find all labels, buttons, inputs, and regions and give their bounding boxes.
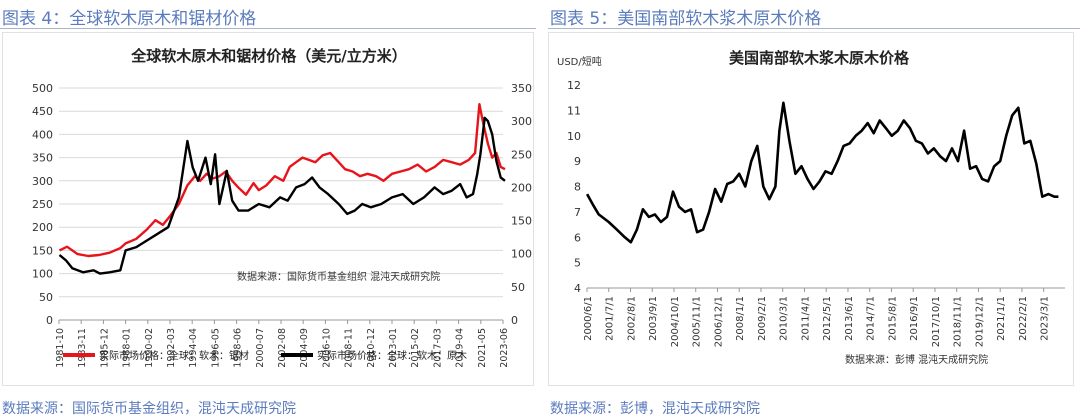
y-right-tick-label: 200 (511, 181, 532, 194)
figure-5-panel: 美国南部软木浆木原木价格 USD/短吨 4 5 6 7 8 9 10 11 12 2000/6/… (548, 32, 1074, 386)
y-left-tick-label: 250 (32, 198, 53, 211)
x-tick-label: 2006-10 (321, 328, 332, 368)
y-tick-label: 11 (567, 104, 581, 117)
y-left-tick-label: 100 (32, 268, 53, 281)
x-tick-label: 2000-07 (255, 328, 266, 368)
x-tick-label: 1990-02 (144, 328, 155, 368)
series-line-pulpwood (585, 101, 1059, 244)
y-tick-label: 6 (574, 231, 581, 244)
y-right-tick-label: 350 (511, 82, 532, 95)
y-left-tick-label: 150 (32, 244, 53, 257)
x-tick-label: 2021/1/1 (996, 296, 1007, 341)
x-tick-label: 2002/8/1 (626, 296, 637, 341)
y-left-tick-label: 400 (32, 128, 53, 141)
x-tick-label: 1985-12 (99, 328, 110, 368)
chart-title: 美国南部软木浆木原木价格 (729, 49, 910, 67)
y-left-tick-label: 350 (32, 152, 53, 165)
figure-4-title: 图表 4：全球软木原木和锯材价格 (2, 9, 257, 29)
y-tick-label: 8 (574, 181, 581, 194)
x-tick-label: 1988-01 (122, 328, 133, 368)
x-tick-label: 1992-03 (166, 328, 177, 368)
x-tick-label: 2004/10/1 (670, 296, 681, 347)
x-tick-label: 2013/6/1 (844, 296, 855, 341)
y-axis-unit: USD/短吨 (557, 55, 602, 68)
y-right-tick-label: 0 (511, 314, 518, 327)
legend-label-log: 实际市场价格：全球：软木：原木 (317, 349, 467, 362)
x-tick-label: 2008-11 (344, 328, 355, 368)
chart-inner-note: 数据来源：国际货币基金组织 混沌天成研究院 (237, 270, 440, 283)
x-tick-label: 2009/2/1 (757, 296, 768, 341)
y-tick-label: 7 (574, 206, 581, 219)
chart-legend: 实际市场价格：全球：软木：锯材 实际市场价格：全球：软木：原木 (63, 349, 467, 362)
us-south-pulpwood-chart: 美国南部软木浆木原木价格 USD/短吨 4 5 6 7 8 9 10 11 12 2000/6/… (557, 49, 1065, 366)
figure-5-title-rule (548, 28, 1080, 29)
y-left-tick-label: 50 (39, 291, 53, 304)
x-tick-label: 2021-05 (477, 328, 488, 368)
y-left-tick-label: 500 (32, 82, 53, 95)
x-tick-label: 2019-04 (455, 328, 466, 368)
y-right-tick-label: 300 (511, 115, 532, 128)
x-tick-label: 2018/11/1 (953, 296, 964, 347)
x-tick-label: 2010/3/1 (779, 296, 790, 341)
figure-4-source: 数据来源：国际货币基金组织，混沌天成研究院 (2, 401, 296, 417)
x-tick-label: 2017/10/1 (931, 296, 942, 347)
y-tick-label: 9 (574, 155, 581, 168)
x-tick-label: 2005/11/1 (692, 296, 703, 347)
x-tick-label: 2002-08 (277, 328, 288, 368)
figure-4-panel: 全球软木原木和锯材价格（美元/立方米） 0 50 100 150 200 250 300 35… (2, 32, 534, 386)
y-tick-label: 10 (567, 130, 581, 143)
x-tick-label: 2022/2/1 (1018, 296, 1029, 341)
x-tick-label: 2023/3/1 (1040, 296, 1051, 341)
y-tick-label: 4 (574, 282, 581, 295)
legend-label-lumber: 实际市场价格：全球：软木：锯材 (99, 349, 249, 362)
x-tick-label: 2012/5/1 (822, 296, 833, 341)
x-tick-label: 2016/9/1 (909, 296, 920, 341)
x-tick-label: 1983-11 (77, 328, 88, 368)
x-tick-label: 2001/7/1 (605, 296, 616, 341)
x-tick-label: 1994-04 (188, 328, 199, 368)
x-tick-label: 2013-01 (388, 328, 399, 368)
y-right-tick-label: 150 (511, 215, 532, 228)
y-right-tick-label: 100 (511, 248, 532, 261)
figure-5-source: 数据来源：彭博，混沌天成研究院 (550, 401, 760, 417)
figure-5-title: 图表 5：美国南部软木浆木原木价格 (550, 9, 822, 29)
y-left-tick-label: 0 (46, 314, 53, 327)
x-tick-label: 2023-06 (499, 328, 510, 368)
x-tick-label: 2017-03 (432, 328, 443, 368)
x-tick-label: 2003/9/1 (648, 296, 659, 341)
x-tick-label: 2011/4/1 (800, 296, 811, 341)
x-tick-label: 1996-05 (210, 328, 221, 368)
y-tick-label: 5 (574, 257, 581, 270)
x-tick-label: 1981-10 (55, 328, 66, 368)
x-tick-label: 2000/6/1 (583, 296, 594, 341)
y-left-tick-label: 450 (32, 105, 53, 118)
x-tick-label: 2004-09 (299, 328, 310, 368)
x-tick-label: 2015-02 (410, 328, 421, 368)
chart-title: 全球软木原木和锯材价格（美元/立方米） (130, 47, 406, 65)
series-line-log (58, 116, 506, 275)
series-line-lumber (58, 102, 506, 258)
y-tick-label: 12 (567, 79, 581, 92)
y-left-tick-label: 200 (32, 221, 53, 234)
x-tick-label: 2006/12/1 (713, 296, 724, 347)
y-right-tick-label: 50 (511, 281, 525, 294)
x-tick-label: 2014/7/1 (866, 296, 877, 341)
softwood-log-lumber-chart: 全球软木原木和锯材价格（美元/立方米） 0 50 100 150 200 250 300 35… (32, 47, 532, 368)
x-tick-label: 1998-06 (233, 328, 244, 368)
x-tick-label: 2008/1/1 (735, 296, 746, 341)
y-left-tick-label: 300 (32, 175, 53, 188)
chart-inner-note: 数据来源：彭博 混沌天成研究院 (845, 353, 988, 366)
x-tick-label: 2019/12/1 (974, 296, 985, 347)
y-right-tick-label: 250 (511, 148, 532, 161)
figure-4-title-rule (0, 28, 536, 29)
x-tick-label: 2010-12 (366, 328, 377, 368)
x-tick-label: 2015/8/1 (887, 296, 898, 341)
